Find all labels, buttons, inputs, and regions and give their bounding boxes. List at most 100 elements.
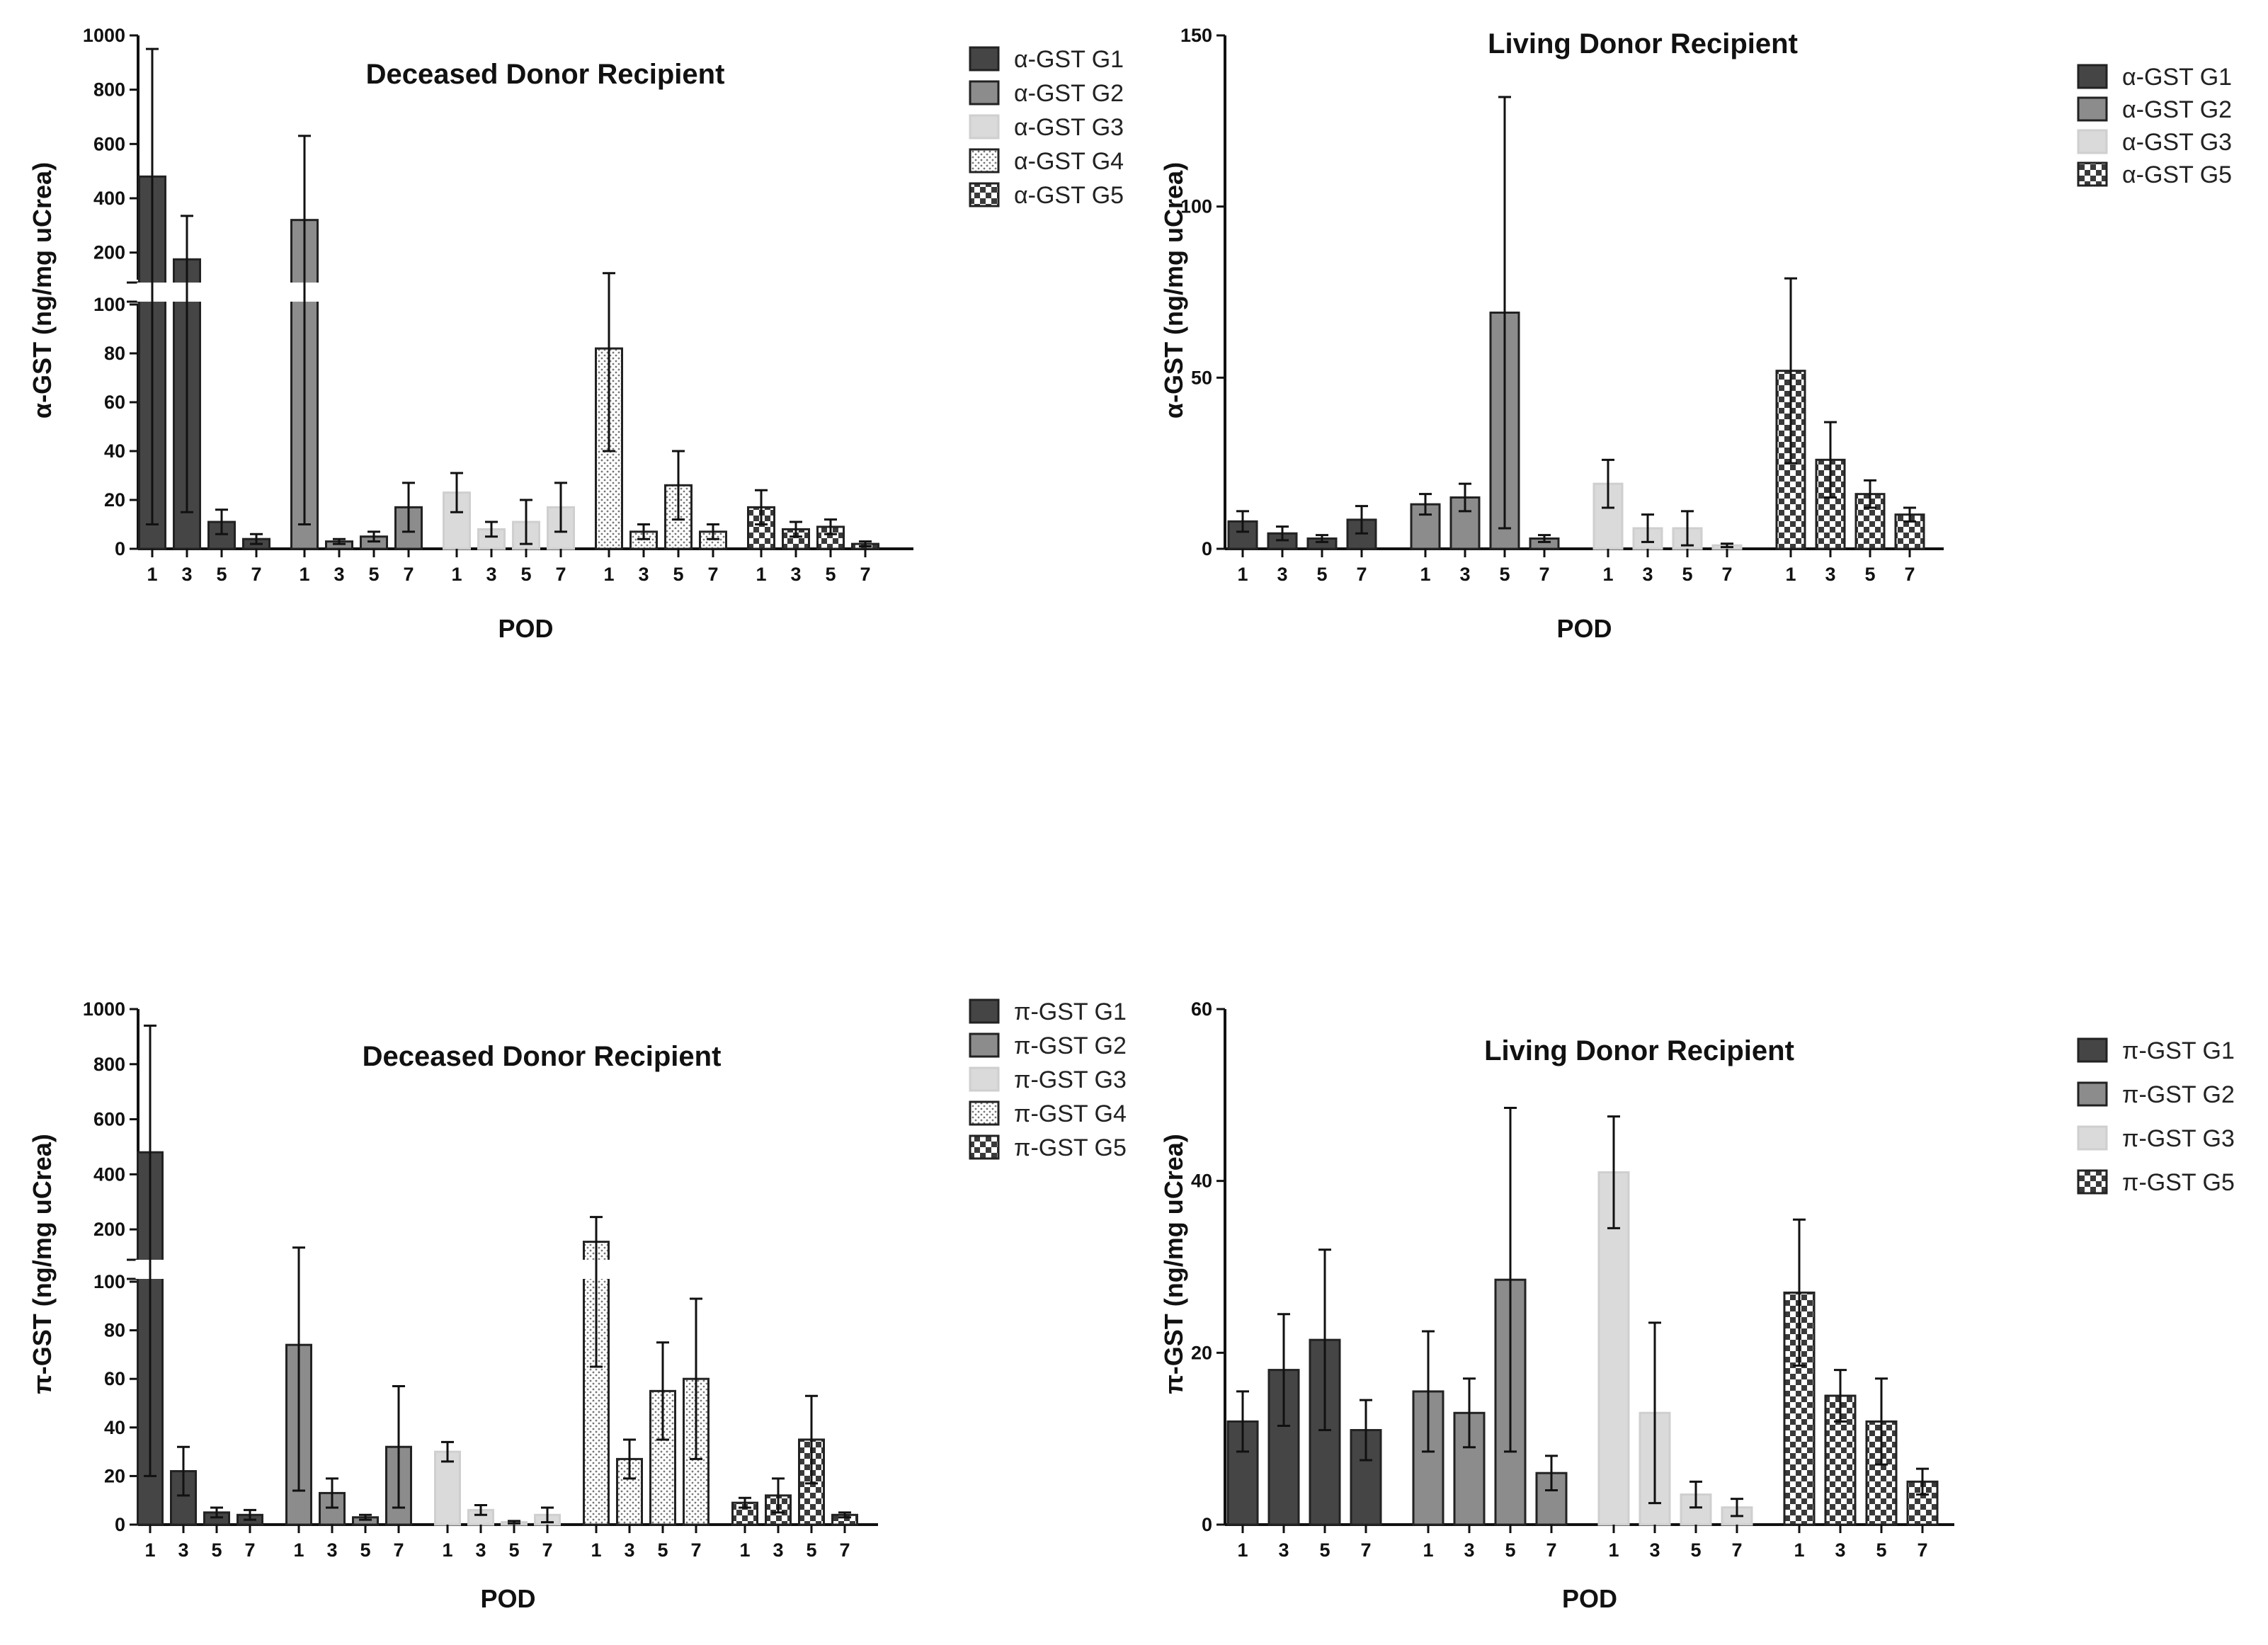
x-axis-label: POD xyxy=(1556,614,1612,643)
legend-label: α-GST G5 xyxy=(2122,161,2232,188)
x-tick-label: 1 xyxy=(1785,564,1796,585)
chart-title: Living Donor Recipient xyxy=(1484,1035,1794,1066)
x-tick-label: 5 xyxy=(1864,564,1875,585)
x-tick-label: 3 xyxy=(334,564,344,585)
legend-label: α-GST G2 xyxy=(1014,80,1124,107)
x-tick-label: 3 xyxy=(486,564,496,585)
x-tick-label: 3 xyxy=(1464,1539,1474,1561)
y-tick-label: 60 xyxy=(1191,998,1212,1020)
x-tick-label: 1 xyxy=(1237,564,1248,585)
x-tick-label: 5 xyxy=(1316,564,1327,585)
x-tick-label: 1 xyxy=(442,1539,452,1561)
y-tick-label: 400 xyxy=(93,188,125,209)
x-tick-label: 7 xyxy=(1356,564,1367,585)
x-tick-label: 5 xyxy=(211,1539,222,1561)
legend-label: π-GST G2 xyxy=(1014,1032,1127,1059)
y-tick-label: 80 xyxy=(104,343,125,364)
chart-alpha-deceased-svg: Deceased Donor Recipient 0 20 40 60 80 100 200 4… xyxy=(28,25,1124,643)
chart-pi-deceased: Deceased Donor Recipient 0 20 40 60 80 100 200 4… xyxy=(0,977,1133,1641)
x-tick-label: 3 xyxy=(638,564,649,585)
x-tick-label: 1 xyxy=(1602,564,1613,585)
x-tick-label: 5 xyxy=(806,1539,816,1561)
x-tick-label: 1 xyxy=(1420,564,1430,585)
y-tick-label: 400 xyxy=(93,1163,125,1185)
legend-swatch xyxy=(969,1032,1000,1058)
x-tick-label: 5 xyxy=(216,564,227,585)
x-tick-label: 3 xyxy=(790,564,801,585)
y-tick-label: 800 xyxy=(93,79,125,101)
y-tick-label: 1000 xyxy=(83,998,125,1020)
y-tick-label: 600 xyxy=(93,1109,125,1130)
legend-swatch xyxy=(2077,96,2108,122)
x-axis-label: POD xyxy=(498,614,553,643)
chart-pi-deceased-svg: Deceased Donor Recipient 0 20 40 60 80 100 200 4… xyxy=(28,998,1127,1613)
x-tick-label: 1 xyxy=(739,1539,750,1561)
y-tick-label: 60 xyxy=(104,392,125,413)
legend-label: α-GST G1 xyxy=(2122,64,2232,91)
x-tick-label: 5 xyxy=(673,564,683,585)
legend-label: π-GST G3 xyxy=(1014,1066,1127,1093)
x-tick-label: 5 xyxy=(1682,564,1692,585)
chart-alpha-living: Living Donor Recipient 0 50 100 150 α-GST (ng… xyxy=(1133,0,2268,708)
x-tick-label: 3 xyxy=(1278,1539,1289,1561)
y-tick-label: 0 xyxy=(1202,1514,1212,1535)
legend-swatch xyxy=(2077,1169,2108,1195)
chart-pi-living-svg: Living Donor Recipient 0 20 40 60 π-GST (ng/m… xyxy=(1159,998,2235,1613)
x-tick-label: 7 xyxy=(860,564,870,585)
x-tick-label: 5 xyxy=(368,564,379,585)
y-axis-label: α-GST (ng/mg uCrea) xyxy=(1159,162,1188,419)
x-tick-label: 7 xyxy=(1917,1539,1927,1561)
bar xyxy=(434,1450,461,1526)
x-tick-label: 3 xyxy=(1642,564,1653,585)
legend-swatch xyxy=(2077,1037,2108,1063)
x-tick-label: 3 xyxy=(178,1539,188,1561)
legend-swatch xyxy=(969,1066,1000,1092)
x-tick-label: 5 xyxy=(1505,1539,1515,1561)
x-tick-label: 7 xyxy=(403,564,414,585)
x-tick-label: 7 xyxy=(1904,564,1915,585)
legend-label: α-GST G3 xyxy=(1014,114,1124,141)
legend-label: π-GST G1 xyxy=(2122,1037,2235,1064)
y-axis-label: π-GST (ng/mg uCrea) xyxy=(1159,1134,1188,1394)
legend-swatch xyxy=(2077,1081,2108,1107)
legend-swatch xyxy=(969,182,1000,207)
x-tick-label: 5 xyxy=(825,564,836,585)
y-tick-label: 200 xyxy=(93,242,125,263)
chart-title: Living Donor Recipient xyxy=(1488,28,1798,59)
x-tick-label: 5 xyxy=(1319,1539,1330,1561)
x-tick-label: 7 xyxy=(251,564,261,585)
bar xyxy=(1267,1369,1300,1526)
chart-pi-living: Living Donor Recipient 0 20 40 60 π-GST (ng/m… xyxy=(1133,977,2268,1641)
x-tick-label: 5 xyxy=(1876,1539,1886,1561)
chart-alpha-deceased: Deceased Donor Recipient 0 20 40 60 80 100 200 4… xyxy=(0,0,1133,708)
x-tick-label: 1 xyxy=(1608,1539,1619,1561)
legend-label: π-GST G4 xyxy=(1014,1100,1127,1127)
x-tick-label: 3 xyxy=(1459,564,1470,585)
y-tick-label: 60 xyxy=(104,1368,125,1389)
y-tick-label: 20 xyxy=(104,489,125,511)
x-tick-label: 3 xyxy=(1649,1539,1660,1561)
legend-swatch xyxy=(969,148,1000,173)
x-tick-label: 3 xyxy=(624,1539,634,1561)
x-tick-label: 7 xyxy=(1546,1539,1556,1561)
x-tick-label: 1 xyxy=(147,564,157,585)
x-tick-label: 1 xyxy=(293,1539,304,1561)
y-tick-label: 40 xyxy=(1191,1171,1212,1192)
y-axis-label: α-GST (ng/mg uCrea) xyxy=(28,162,57,419)
legend-label: π-GST G5 xyxy=(2122,1169,2235,1196)
x-tick-label: 3 xyxy=(1835,1539,1845,1561)
y-tick-label: 100 xyxy=(1180,196,1212,217)
y-tick-label: 200 xyxy=(93,1219,125,1240)
x-tick-label: 1 xyxy=(451,564,462,585)
legend-swatch xyxy=(969,114,1000,140)
bar xyxy=(1906,1480,1939,1526)
legend-label: α-GST G5 xyxy=(1014,182,1124,209)
legend-label: α-GST G4 xyxy=(1014,148,1124,175)
x-tick-label: 1 xyxy=(1794,1539,1804,1561)
y-tick-label: 0 xyxy=(1202,538,1212,559)
y-tick-label: 20 xyxy=(104,1465,125,1486)
chart-title: Deceased Donor Recipient xyxy=(366,59,725,90)
x-tick-label: 7 xyxy=(1731,1539,1742,1561)
x-tick-label: 7 xyxy=(839,1539,850,1561)
x-tick-label: 1 xyxy=(1423,1539,1433,1561)
